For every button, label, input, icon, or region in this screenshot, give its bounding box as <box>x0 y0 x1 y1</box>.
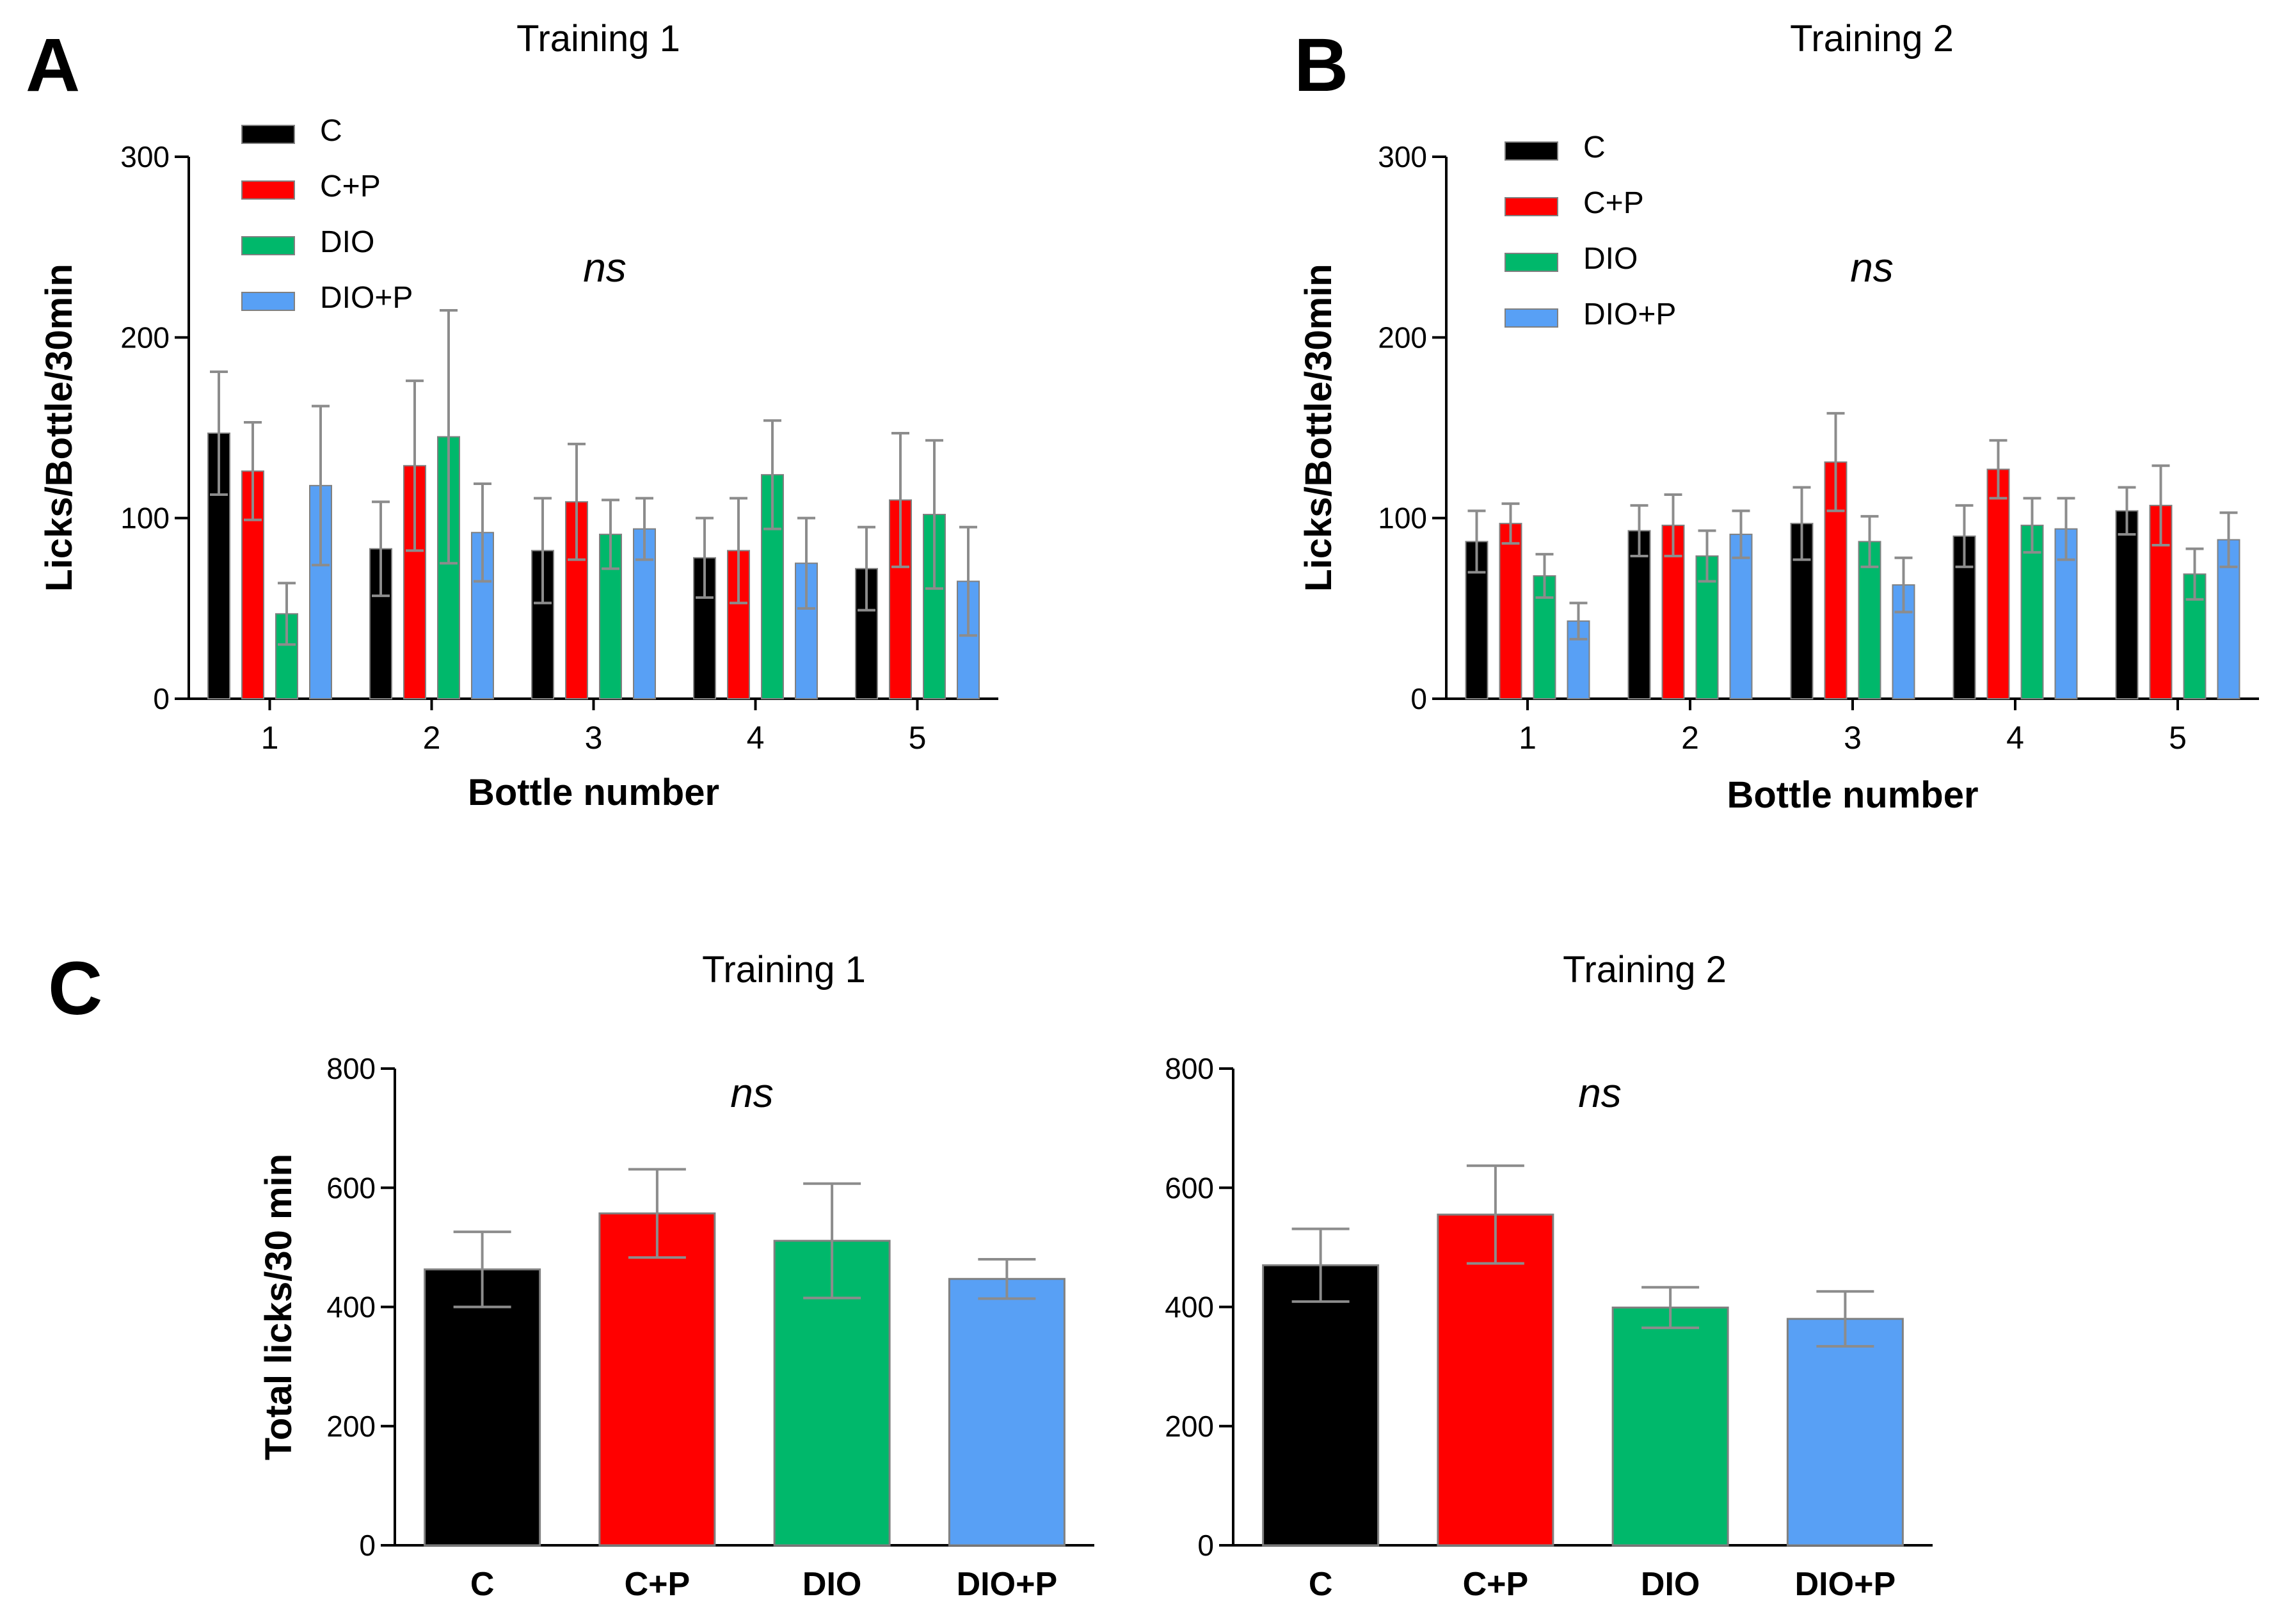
x-axis-title: Bottle number <box>1727 774 1978 816</box>
x-axis-title: Bottle number <box>468 772 719 813</box>
x-tick-label: 3 <box>585 720 603 756</box>
legend-swatch <box>1505 141 1558 161</box>
chart-title: Training 1 <box>516 18 680 60</box>
x-tick-label: 2 <box>1681 720 1699 756</box>
y-tick-label: 600 <box>1165 1171 1214 1204</box>
panel-letter: B <box>1294 23 1348 107</box>
bar <box>2115 510 2139 700</box>
chart-2: 0 100 200 300 Training 2 Bns Licks/Bottle/30mi… <box>1294 18 2259 816</box>
chart-title: Training 1 <box>702 949 866 991</box>
legend-label: C <box>1583 131 1606 164</box>
bar <box>1437 1213 1554 1547</box>
y-tick-label: 800 <box>1165 1052 1214 1085</box>
y-tick-label: 0 <box>359 1529 376 1562</box>
legend-label: C+P <box>1583 186 1644 220</box>
x-tick-label: 4 <box>2006 720 2024 756</box>
legend-label: C+P <box>320 170 381 203</box>
chart-4: 0 200 400 600 800 Training 2 ns C C+P DIO DIO+P <box>1165 949 1933 1603</box>
x-tick-label: C <box>1309 1566 1333 1603</box>
y-tick-label: 300 <box>120 140 170 173</box>
y-tick-label: 0 <box>153 682 170 715</box>
panel-letter: C <box>48 946 102 1031</box>
legend-label: DIO+P <box>1583 298 1676 331</box>
x-tick-label: 1 <box>1519 720 1537 756</box>
y-tick-label: 100 <box>1378 502 1427 535</box>
legend-swatch <box>241 125 295 144</box>
bar <box>1611 1306 1729 1547</box>
y-tick-label: 0 <box>1410 682 1427 715</box>
legend-label: DIO+P <box>320 281 413 315</box>
y-axis-title: Licks/Bottle/30min <box>1298 264 1339 591</box>
x-tick-label: 2 <box>423 720 441 756</box>
bar <box>1986 468 2010 699</box>
y-tick-label: 100 <box>120 502 170 535</box>
legend-swatch <box>1505 253 1558 272</box>
y-tick-label: 600 <box>326 1171 376 1204</box>
significance-annotation: ns <box>730 1070 774 1116</box>
y-axis-title: Licks/Bottle/30min <box>38 264 80 591</box>
legend-swatch <box>1505 197 1558 216</box>
legend-swatch <box>241 292 295 311</box>
bar <box>598 1212 716 1547</box>
bar <box>1499 523 1522 699</box>
legend-swatch <box>241 180 295 200</box>
bar <box>424 1268 541 1547</box>
y-tick-label: 400 <box>326 1291 376 1324</box>
bar <box>948 1278 1066 1547</box>
x-tick-label: C+P <box>1463 1566 1529 1603</box>
y-tick-label: 800 <box>326 1052 376 1085</box>
y-tick-label: 200 <box>1165 1410 1214 1443</box>
y-tick-label: 200 <box>326 1410 376 1443</box>
chart-title: Training 2 <box>1563 949 1727 991</box>
legend-label: DIO <box>320 225 374 259</box>
y-axis-title: Total licks/30 min <box>258 1154 299 1460</box>
y-tick-label: 300 <box>1378 140 1427 173</box>
x-tick-label: DIO+P <box>1795 1566 1896 1603</box>
significance-annotation: ns <box>1850 244 1894 291</box>
y-tick-label: 400 <box>1165 1291 1214 1324</box>
x-tick-label: DIO+P <box>957 1566 1058 1603</box>
bar <box>1786 1318 1904 1547</box>
x-tick-label: 5 <box>2169 720 2187 756</box>
legend-label: C <box>320 114 342 148</box>
x-tick-label: C+P <box>625 1566 690 1603</box>
chart-3: 0 200 400 600 800 Training 1 Cns Total licks/30… <box>48 946 1094 1603</box>
chart-title: Training 2 <box>1790 18 1954 60</box>
x-tick-label: C <box>470 1566 495 1603</box>
x-tick-label: 3 <box>1844 720 1862 756</box>
x-tick-label: DIO <box>1641 1566 1700 1603</box>
bar <box>1627 530 1651 699</box>
panel-letter: A <box>26 23 80 107</box>
legend-swatch <box>241 236 295 255</box>
bar <box>1729 534 1753 699</box>
y-tick-label: 0 <box>1197 1529 1214 1562</box>
x-tick-label: 4 <box>747 720 765 756</box>
significance-annotation: ns <box>1578 1070 1622 1116</box>
x-tick-label: 5 <box>909 720 927 756</box>
legend-swatch <box>1505 308 1558 328</box>
chart-1: 0 100 200 300 Training 1 Ans Licks/Bottle/30mi… <box>26 18 998 813</box>
bar <box>369 548 392 699</box>
significance-annotation: ns <box>583 244 627 291</box>
bar <box>1262 1264 1380 1547</box>
x-tick-label: DIO <box>802 1566 861 1603</box>
bar <box>437 436 460 699</box>
y-tick-label: 200 <box>1378 321 1427 354</box>
x-tick-label: 1 <box>261 720 279 756</box>
bar <box>2020 524 2044 700</box>
y-tick-label: 200 <box>120 321 170 354</box>
legend-label: DIO <box>1583 242 1638 276</box>
